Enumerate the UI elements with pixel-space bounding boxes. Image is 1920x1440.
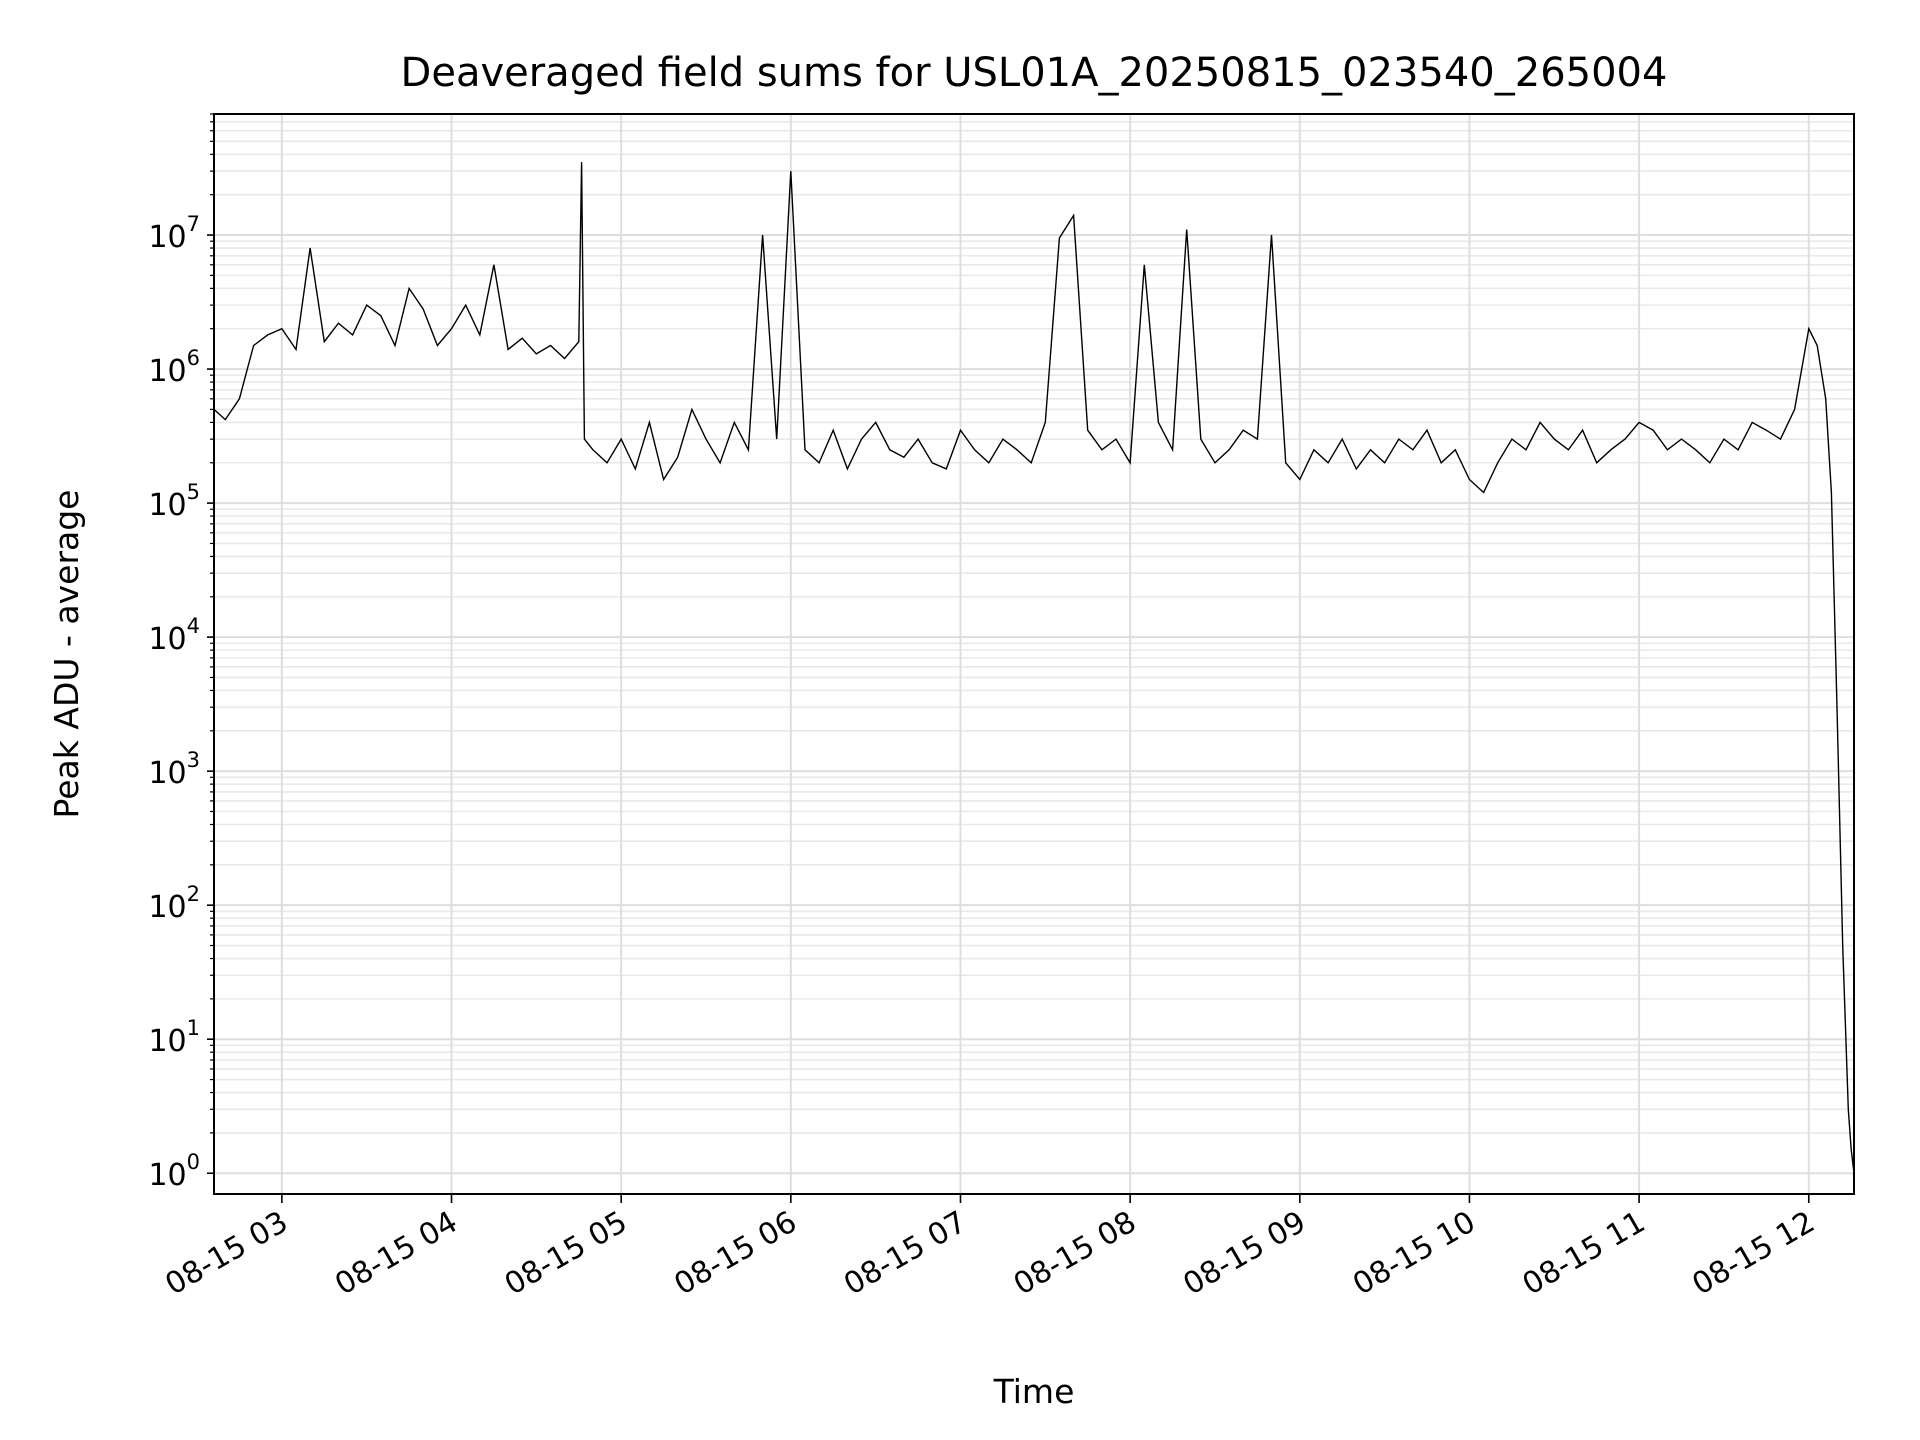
- y-axis-label: Peak ADU - average: [47, 490, 86, 819]
- series-line: [213, 162, 1855, 1174]
- data-line-layer: [213, 162, 1855, 1174]
- y-axis: 100 101 102 103 104 105 106 107: [148, 113, 214, 1193]
- chart-title: Deaveraged field sums for USL01A_2025081…: [401, 50, 1668, 96]
- grid: [214, 113, 1854, 1194]
- x-axis-label: Time: [993, 1372, 1075, 1411]
- y-tick-label: 102: [148, 882, 200, 925]
- y-tick-label: 104: [148, 614, 200, 657]
- y-tick-label: 107: [148, 212, 200, 255]
- y-tick-label: 101: [148, 1016, 200, 1059]
- plot-frame: [213, 113, 1855, 1195]
- y-tick-label: 103: [148, 748, 200, 791]
- y-tick-label: 105: [148, 480, 200, 523]
- y-tick-label: 106: [148, 346, 200, 389]
- y-tick-label: 100: [148, 1150, 200, 1193]
